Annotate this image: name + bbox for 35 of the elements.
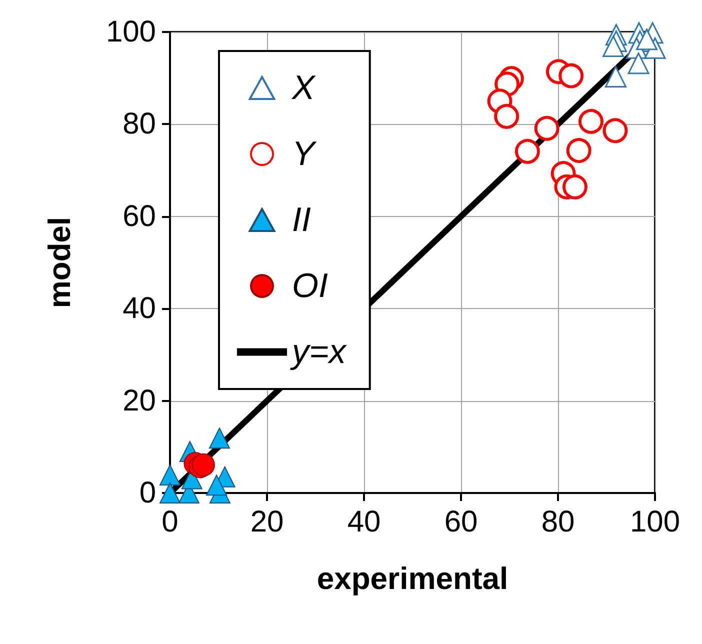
y-tick-label: 0	[139, 476, 156, 510]
point	[494, 104, 520, 129]
x-tick-label: 0	[162, 506, 178, 538]
x-tick-label: 60	[444, 506, 478, 538]
x-tick-label: 40	[347, 506, 381, 538]
point	[604, 66, 626, 88]
legend-label: y=x	[290, 333, 347, 371]
y-tick-label: 100	[106, 16, 156, 48]
legend-label: X	[291, 69, 316, 107]
point	[160, 482, 180, 504]
point	[636, 28, 658, 50]
x-tick-label: 80	[541, 506, 575, 538]
y-tick-label: 60	[122, 200, 156, 233]
x-tick-label: 20	[250, 506, 284, 538]
x-axis-title: experimental	[316, 561, 508, 596]
point	[160, 464, 180, 486]
point	[206, 474, 228, 496]
point	[566, 138, 592, 163]
legend-label: OI	[292, 267, 328, 305]
point	[514, 138, 540, 164]
point	[602, 36, 624, 58]
point	[578, 108, 604, 134]
point	[534, 116, 560, 141]
point	[208, 428, 230, 449]
point	[562, 174, 588, 200]
y-tick-label: 40	[122, 292, 156, 326]
y-tick-label: 20	[122, 384, 156, 418]
legend-label: Y	[292, 135, 317, 173]
y-tick-label: 80	[122, 108, 156, 141]
point	[602, 118, 628, 144]
legend-label: II	[292, 201, 312, 239]
x-tick-label: 100	[630, 506, 680, 538]
y-axis-title: model	[42, 216, 77, 308]
point	[628, 52, 650, 74]
point	[558, 63, 584, 88]
